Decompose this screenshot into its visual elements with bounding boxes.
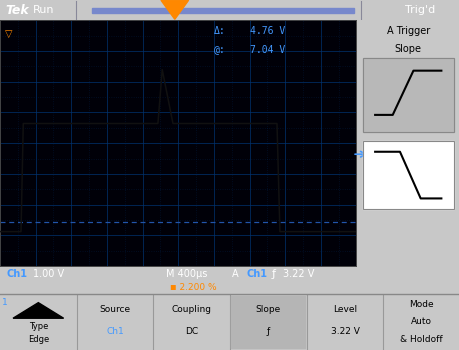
- Text: 3.22 V: 3.22 V: [282, 270, 313, 279]
- Text: Ch1: Ch1: [246, 270, 267, 279]
- Text: Slope: Slope: [255, 305, 280, 314]
- Text: 3.22 V: 3.22 V: [330, 327, 358, 336]
- Text: DC: DC: [185, 327, 198, 336]
- Polygon shape: [161, 0, 188, 19]
- Bar: [92, 8, 353, 13]
- Text: ◾ 2.200 %: ◾ 2.200 %: [169, 283, 216, 292]
- Text: M 400μs: M 400μs: [165, 270, 207, 279]
- Bar: [362, 141, 453, 210]
- Text: ƒ: ƒ: [271, 270, 275, 279]
- Polygon shape: [13, 303, 63, 318]
- Text: ƒ: ƒ: [266, 327, 269, 336]
- Text: Tek: Tek: [6, 4, 29, 17]
- Text: A Trigger: A Trigger: [386, 27, 429, 36]
- Text: Trig'd: Trig'd: [404, 5, 434, 15]
- Text: Auto: Auto: [410, 317, 431, 326]
- Text: 4.76 V: 4.76 V: [249, 27, 284, 36]
- Text: Ch1: Ch1: [7, 270, 28, 279]
- Text: Run: Run: [33, 5, 55, 15]
- Text: Edge: Edge: [28, 335, 49, 344]
- Text: Mode: Mode: [409, 300, 433, 309]
- Text: Ch1: Ch1: [106, 327, 123, 336]
- Text: 1: 1: [2, 298, 8, 307]
- Text: Δ:: Δ:: [213, 27, 225, 36]
- Text: Type: Type: [28, 322, 48, 331]
- Bar: [231, 296, 305, 348]
- Text: Coupling: Coupling: [171, 305, 211, 314]
- Text: Level: Level: [332, 305, 356, 314]
- Text: 1.00 V: 1.00 V: [33, 270, 64, 279]
- Text: & Holdoff: & Holdoff: [399, 335, 442, 344]
- Text: Slope: Slope: [394, 44, 421, 54]
- Text: A: A: [232, 270, 238, 279]
- Text: 7.04 V: 7.04 V: [249, 45, 284, 55]
- Text: ▽: ▽: [6, 29, 13, 39]
- Text: Source: Source: [99, 305, 130, 314]
- Bar: [362, 58, 453, 132]
- Bar: [362, 141, 453, 210]
- Bar: [362, 58, 453, 132]
- Text: @:: @:: [213, 45, 225, 55]
